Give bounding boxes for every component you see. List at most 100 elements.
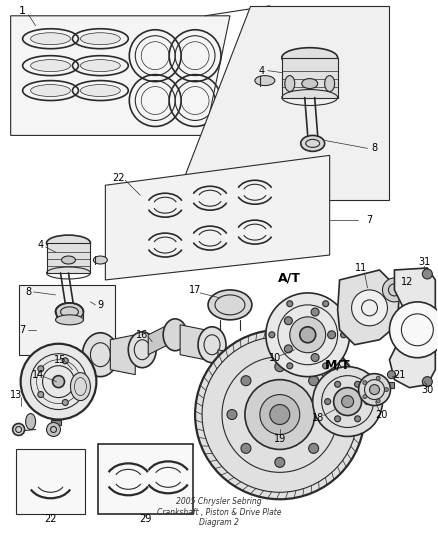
Circle shape — [364, 399, 371, 405]
Circle shape — [270, 405, 290, 424]
Circle shape — [290, 317, 326, 353]
Ellipse shape — [163, 319, 187, 351]
Circle shape — [287, 301, 293, 306]
Circle shape — [300, 327, 316, 343]
Text: 16: 16 — [136, 330, 148, 340]
Text: 7: 7 — [367, 215, 373, 225]
Circle shape — [422, 377, 432, 386]
Circle shape — [78, 378, 83, 385]
Polygon shape — [389, 268, 435, 387]
Text: A/T: A/T — [278, 271, 301, 285]
Polygon shape — [175, 6, 389, 200]
Ellipse shape — [25, 414, 35, 430]
Circle shape — [328, 331, 336, 339]
Ellipse shape — [81, 60, 120, 71]
Circle shape — [422, 269, 432, 279]
Polygon shape — [19, 285, 115, 355]
Ellipse shape — [56, 315, 83, 325]
Text: 9: 9 — [97, 300, 103, 310]
Circle shape — [53, 376, 64, 387]
Ellipse shape — [198, 327, 226, 362]
Text: 22: 22 — [44, 514, 57, 524]
Circle shape — [46, 423, 60, 437]
Text: 13: 13 — [10, 390, 22, 400]
Bar — [99, 445, 193, 514]
Circle shape — [241, 376, 251, 386]
Circle shape — [376, 399, 380, 403]
Text: 14: 14 — [32, 370, 45, 379]
Circle shape — [62, 400, 68, 406]
Ellipse shape — [31, 33, 71, 45]
Circle shape — [323, 363, 328, 369]
Circle shape — [241, 443, 251, 454]
Ellipse shape — [81, 85, 120, 96]
Text: M/T: M/T — [325, 358, 350, 371]
Polygon shape — [110, 335, 135, 375]
Circle shape — [335, 381, 341, 387]
Ellipse shape — [93, 256, 107, 264]
Text: 31: 31 — [418, 257, 431, 267]
Circle shape — [266, 293, 350, 377]
Circle shape — [335, 416, 341, 422]
Text: 18: 18 — [311, 413, 324, 423]
Ellipse shape — [301, 135, 325, 151]
Text: 29: 29 — [139, 514, 152, 524]
Ellipse shape — [31, 85, 71, 96]
Text: 21: 21 — [393, 370, 406, 379]
Ellipse shape — [71, 373, 90, 401]
Ellipse shape — [255, 76, 275, 86]
Circle shape — [287, 363, 293, 369]
Circle shape — [376, 376, 380, 380]
Polygon shape — [148, 325, 168, 355]
Ellipse shape — [128, 332, 156, 368]
Text: 17: 17 — [189, 285, 201, 295]
Ellipse shape — [258, 335, 298, 385]
Circle shape — [363, 381, 367, 385]
Ellipse shape — [208, 290, 252, 320]
Circle shape — [21, 344, 96, 419]
Text: 8: 8 — [371, 143, 378, 154]
Ellipse shape — [46, 235, 90, 251]
Ellipse shape — [233, 349, 257, 381]
Circle shape — [195, 330, 364, 499]
Polygon shape — [46, 243, 90, 273]
Circle shape — [382, 278, 406, 302]
Circle shape — [309, 443, 318, 454]
Text: 2005 Chrysler Sebring
Crankshaft , Piston & Drive Plate
Diagram 2: 2005 Chrysler Sebring Crankshaft , Pisto… — [157, 497, 281, 527]
Circle shape — [62, 358, 68, 364]
Circle shape — [355, 416, 360, 422]
Circle shape — [334, 387, 361, 416]
Circle shape — [389, 302, 438, 358]
Circle shape — [323, 301, 328, 306]
Circle shape — [275, 362, 285, 372]
Circle shape — [370, 385, 379, 394]
Text: 20: 20 — [375, 409, 388, 419]
Circle shape — [325, 399, 331, 405]
Text: 11: 11 — [355, 263, 367, 273]
Bar — [16, 449, 85, 514]
Circle shape — [341, 332, 346, 338]
Circle shape — [359, 374, 390, 406]
Ellipse shape — [31, 60, 71, 71]
Ellipse shape — [282, 47, 338, 68]
Circle shape — [388, 370, 396, 378]
Circle shape — [352, 290, 388, 326]
Ellipse shape — [61, 256, 75, 264]
Text: 10: 10 — [268, 353, 281, 363]
Bar — [144, 340, 153, 346]
Ellipse shape — [56, 303, 83, 321]
Circle shape — [269, 332, 275, 338]
Circle shape — [38, 366, 44, 372]
Polygon shape — [218, 350, 238, 375]
Circle shape — [385, 387, 389, 392]
Polygon shape — [180, 325, 205, 360]
Circle shape — [284, 345, 292, 353]
Text: 30: 30 — [421, 385, 434, 394]
Circle shape — [275, 457, 285, 467]
Text: 22: 22 — [112, 173, 124, 183]
Circle shape — [309, 376, 318, 386]
Circle shape — [311, 308, 319, 316]
Ellipse shape — [82, 333, 118, 377]
Text: 4: 4 — [38, 240, 44, 250]
Text: 12: 12 — [401, 277, 413, 287]
